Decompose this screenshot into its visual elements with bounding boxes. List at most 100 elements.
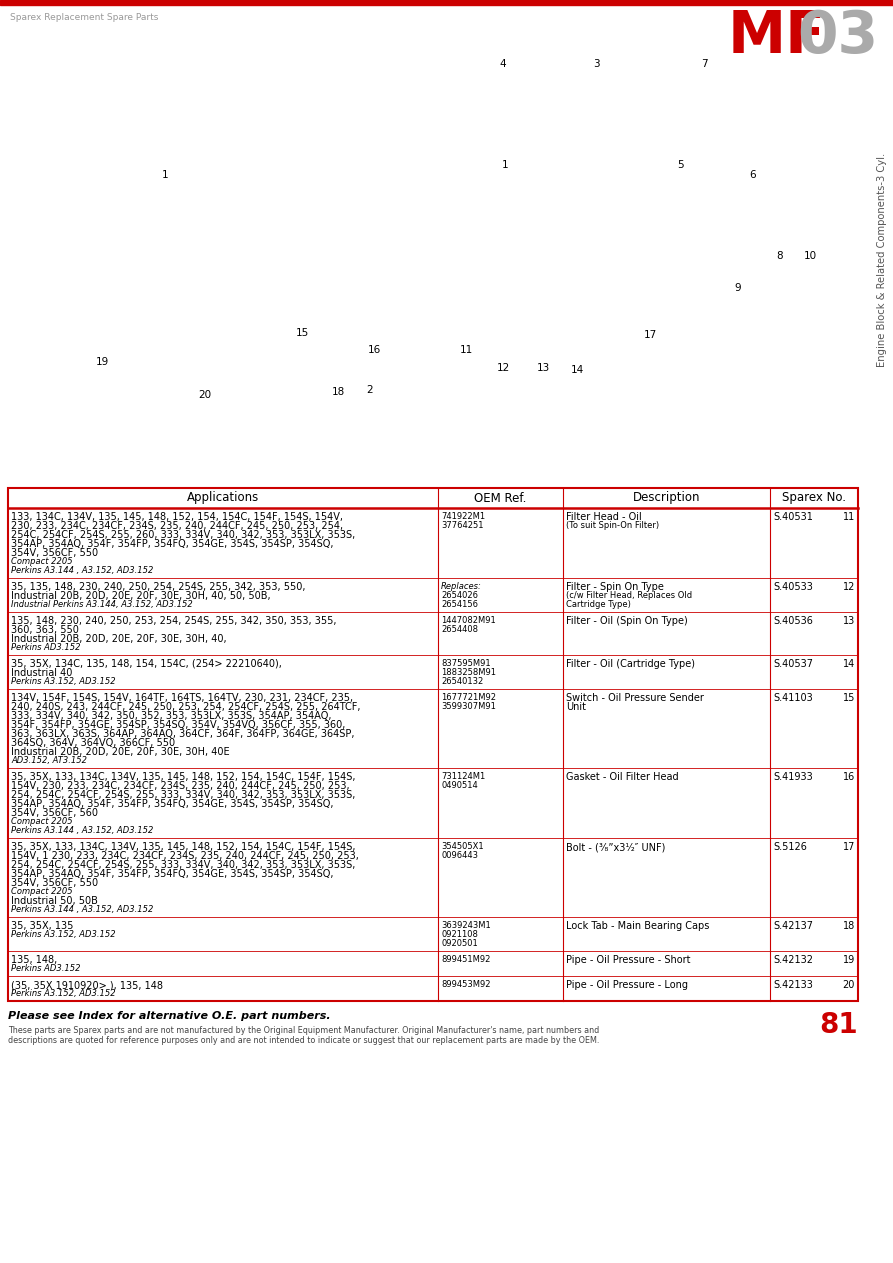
Text: OEM Ref.: OEM Ref.: [474, 491, 527, 504]
Text: 0920501: 0920501: [441, 938, 478, 949]
Text: Industrial 50, 50B: Industrial 50, 50B: [11, 895, 98, 906]
Bar: [8, 488, 858, 1002]
Text: 354V, 356CF, 550: 354V, 356CF, 550: [11, 878, 98, 888]
Text: (To suit Spin-On Filter): (To suit Spin-On Filter): [566, 522, 659, 530]
Text: 1: 1: [502, 160, 508, 171]
Text: 0921108: 0921108: [441, 930, 478, 938]
Text: 20: 20: [843, 980, 855, 990]
Text: Unit: Unit: [566, 702, 586, 712]
Text: 26540132: 26540132: [441, 677, 483, 686]
Text: Perkins A3.144 , A3.152, AD3.152: Perkins A3.144 , A3.152, AD3.152: [11, 906, 154, 914]
Text: 35, 135, 148, 230, 240, 250, 254, 254S, 255, 342, 353, 550,: 35, 135, 148, 230, 240, 250, 254, 254S, …: [11, 582, 305, 592]
Text: 1: 1: [162, 171, 168, 181]
Text: 14: 14: [571, 365, 584, 375]
Text: 354V, 356CF, 550: 354V, 356CF, 550: [11, 548, 98, 558]
Text: 20: 20: [198, 390, 212, 400]
Text: 10: 10: [804, 251, 816, 261]
Text: 15: 15: [296, 328, 309, 338]
Text: 2654026: 2654026: [441, 591, 478, 600]
Text: 1677721M92: 1677721M92: [441, 693, 496, 702]
Text: 354AP, 354AQ, 354F, 354FP, 354FQ, 354GE, 354S, 354SP, 354SQ,: 354AP, 354AQ, 354F, 354FP, 354FQ, 354GE,…: [11, 799, 333, 810]
Text: 16: 16: [843, 772, 855, 782]
Text: Pipe - Oil Pressure - Long: Pipe - Oil Pressure - Long: [566, 980, 688, 990]
Text: 354AP, 354AQ, 354F, 354FP, 354FQ, 354GE, 354S, 354SP, 354SQ,: 354AP, 354AQ, 354F, 354FP, 354FQ, 354GE,…: [11, 539, 333, 549]
Text: 363, 363LX, 363S, 364AP, 364AQ, 364CF, 364F, 364FP, 364GE, 364SP,: 363, 363LX, 363S, 364AP, 364AQ, 364CF, 3…: [11, 729, 355, 739]
Text: 18: 18: [843, 921, 855, 931]
Text: 6: 6: [750, 171, 756, 181]
Text: 154V, 230, 233, 234C, 234CF, 234S, 235, 240, 244CF, 245, 250, 253,: 154V, 230, 233, 234C, 234CF, 234S, 235, …: [11, 781, 350, 791]
Text: Replaces:: Replaces:: [441, 582, 482, 591]
Text: 11: 11: [843, 512, 855, 522]
Text: Filter - Oil (Spin On Type): Filter - Oil (Spin On Type): [566, 616, 688, 626]
Text: 354F, 354FP, 354GE, 354SP, 354SQ, 354V, 354VQ, 356CF, 355, 360,: 354F, 354FP, 354GE, 354SP, 354SQ, 354V, …: [11, 720, 346, 730]
Text: 1447082M91: 1447082M91: [441, 616, 496, 625]
Bar: [8, 655, 858, 690]
Text: Switch - Oil Pressure Sender: Switch - Oil Pressure Sender: [566, 693, 704, 703]
Text: Perkins A3.152, AD3.152: Perkins A3.152, AD3.152: [11, 677, 115, 686]
Text: 154V, 1 230, 233, 234C, 234CF, 234S, 235, 240, 244CF, 245, 250, 253,: 154V, 1 230, 233, 234C, 234CF, 234S, 235…: [11, 851, 359, 861]
Text: 15: 15: [843, 693, 855, 703]
Text: 364SQ, 364V, 364VQ, 366CF, 550: 364SQ, 364V, 364VQ, 366CF, 550: [11, 738, 175, 748]
Text: 81: 81: [820, 1010, 858, 1039]
Text: Perkins A3.144 , A3.152, AD3.152: Perkins A3.144 , A3.152, AD3.152: [11, 566, 154, 575]
Text: Engine Block & Related Components-3 Cyl.: Engine Block & Related Components-3 Cyl.: [877, 153, 887, 368]
Text: Filter Head - Oil: Filter Head - Oil: [566, 512, 642, 522]
Bar: [8, 690, 858, 768]
Text: 4: 4: [500, 59, 506, 69]
Text: 37764251: 37764251: [441, 522, 483, 530]
Text: Perkins A3.152, AD3.152: Perkins A3.152, AD3.152: [11, 989, 115, 998]
Text: Description: Description: [633, 491, 700, 504]
Text: 7: 7: [701, 59, 707, 69]
Text: 2654156: 2654156: [441, 600, 478, 609]
Text: 35, 35X, 135: 35, 35X, 135: [11, 921, 73, 931]
Text: These parts are Sparex parts and are not manufactured by the Original Equipment : These parts are Sparex parts and are not…: [8, 1026, 599, 1046]
Text: S.40536: S.40536: [773, 616, 813, 626]
Text: 8: 8: [777, 251, 783, 261]
Text: 13: 13: [843, 616, 855, 626]
Text: Lock Tab - Main Bearing Caps: Lock Tab - Main Bearing Caps: [566, 921, 709, 931]
Text: 135, 148,: 135, 148,: [11, 955, 57, 965]
Text: Filter - Oil (Cartridge Type): Filter - Oil (Cartridge Type): [566, 659, 695, 669]
Text: Cartridge Type): Cartridge Type): [566, 600, 630, 609]
Text: Gasket - Oil Filter Head: Gasket - Oil Filter Head: [566, 772, 679, 782]
Text: Pipe - Oil Pressure - Short: Pipe - Oil Pressure - Short: [566, 955, 690, 965]
Text: 133, 134C, 134V, 135, 145, 148, 152, 154, 154C, 154F, 154S, 154V,: 133, 134C, 134V, 135, 145, 148, 152, 154…: [11, 512, 343, 522]
Text: (35, 35X 1910920> ), 135, 148: (35, 35X 1910920> ), 135, 148: [11, 980, 163, 990]
Text: S.41933: S.41933: [773, 772, 813, 782]
Text: S.40531: S.40531: [773, 512, 813, 522]
Text: 2: 2: [367, 385, 373, 395]
Text: 35, 35X, 133, 134C, 134V, 135, 145, 148, 152, 154, 154C, 154F, 154S,: 35, 35X, 133, 134C, 134V, 135, 145, 148,…: [11, 772, 355, 782]
Text: 731124M1: 731124M1: [441, 772, 485, 781]
Text: (c/w Filter Head, Replaces Old: (c/w Filter Head, Replaces Old: [566, 591, 692, 600]
Text: 13: 13: [537, 362, 549, 373]
Text: Compact 2205: Compact 2205: [11, 557, 72, 566]
Text: 17: 17: [643, 330, 656, 340]
Text: Bolt - (³⁄₈”x3¹⁄₂″ UNF): Bolt - (³⁄₈”x3¹⁄₂″ UNF): [566, 842, 665, 853]
Text: 1883258M91: 1883258M91: [441, 668, 496, 677]
Text: 254, 254C, 254CF, 254S, 255, 333, 334V, 340, 342, 353, 353LX, 353S,: 254, 254C, 254CF, 254S, 255, 333, 334V, …: [11, 789, 355, 799]
Text: 35, 35X, 134C, 135, 148, 154, 154C, (254> 22210640),: 35, 35X, 134C, 135, 148, 154, 154C, (254…: [11, 659, 282, 669]
Text: 837595M91: 837595M91: [441, 659, 490, 668]
Text: 240, 240S, 243, 244CF, 245, 250, 253, 254, 254CF, 254S, 255, 264TCF,: 240, 240S, 243, 244CF, 245, 250, 253, 25…: [11, 702, 361, 712]
Text: 17: 17: [843, 842, 855, 853]
Text: Industrial 20B, 20D, 20E, 20F, 30E, 30H, 40, 50, 50B,: Industrial 20B, 20D, 20E, 20F, 30E, 30H,…: [11, 591, 271, 601]
Bar: [0, 0, 893, 5]
Text: 0490514: 0490514: [441, 781, 478, 789]
Text: 254C, 254CF, 254S, 255, 260, 333, 334V, 340, 342, 353, 353LX, 353S,: 254C, 254CF, 254S, 255, 260, 333, 334V, …: [11, 530, 355, 541]
Text: 360, 363, 550: 360, 363, 550: [11, 625, 79, 635]
Text: Industrial 40: Industrial 40: [11, 668, 72, 678]
Text: Perkins AD3.152: Perkins AD3.152: [11, 964, 80, 973]
Text: 899451M92: 899451M92: [441, 955, 490, 964]
Text: S.41103: S.41103: [773, 693, 813, 703]
Text: 3639243M1: 3639243M1: [441, 921, 491, 930]
Text: 333, 334V, 340, 342, 350, 352, 353, 353LX, 353S, 354AP, 354AQ,: 333, 334V, 340, 342, 350, 352, 353, 353L…: [11, 711, 331, 721]
Text: Please see Index for alternative O.E. part numbers.: Please see Index for alternative O.E. pa…: [8, 1010, 330, 1021]
Text: 135, 148, 230, 240, 250, 253, 254, 254S, 255, 342, 350, 353, 355,: 135, 148, 230, 240, 250, 253, 254, 254S,…: [11, 616, 337, 626]
Text: 12: 12: [843, 582, 855, 592]
Text: 230, 233, 234C, 234CF, 234S, 235, 240, 244CF, 245, 250, 253, 254,: 230, 233, 234C, 234CF, 234S, 235, 240, 2…: [11, 522, 343, 530]
Text: Industrial Perkins A3.144, A3.152, AD3.152: Industrial Perkins A3.144, A3.152, AD3.1…: [11, 600, 193, 609]
Text: Applications: Applications: [187, 491, 259, 504]
Text: S.42137: S.42137: [773, 921, 813, 931]
Text: S.40533: S.40533: [773, 582, 813, 592]
Text: 2654408: 2654408: [441, 625, 478, 634]
